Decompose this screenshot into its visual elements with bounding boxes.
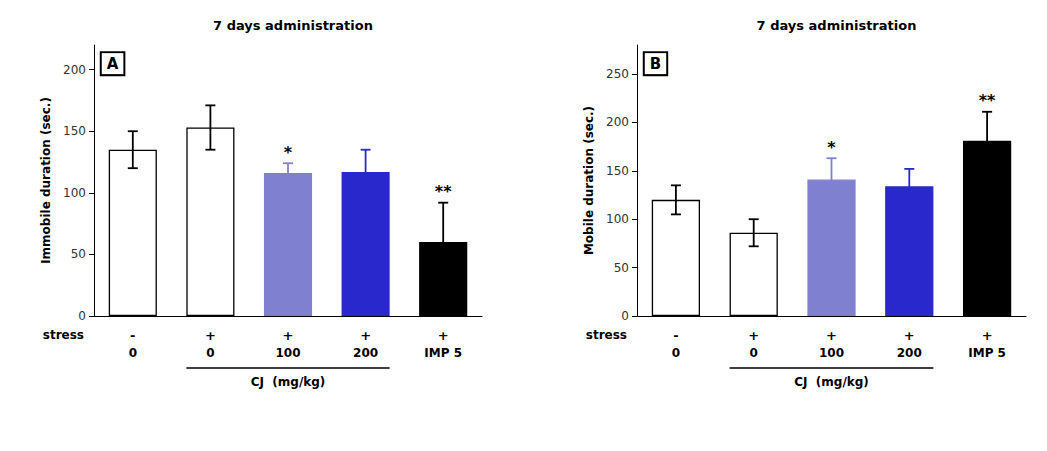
svg-text:IMP 5: IMP 5 — [968, 346, 1006, 360]
svg-text:200: 200 — [353, 346, 378, 360]
svg-text:50: 50 — [614, 261, 629, 275]
svg-text:200: 200 — [63, 63, 86, 77]
svg-text:0: 0 — [78, 309, 86, 323]
svg-text:150: 150 — [63, 124, 86, 138]
svg-text:+: + — [438, 328, 449, 343]
svg-text:**: ** — [435, 182, 452, 201]
svg-text:+: + — [904, 328, 915, 343]
svg-text:+: + — [826, 328, 837, 343]
svg-text:50: 50 — [71, 247, 86, 261]
svg-text:CJ (mg/kg): CJ (mg/kg) — [251, 375, 326, 389]
svg-text:-: - — [130, 328, 135, 343]
svg-text:+: + — [748, 328, 759, 343]
svg-text:Mobile duration (sec.): Mobile duration (sec.) — [582, 106, 596, 255]
svg-text:100: 100 — [606, 212, 629, 226]
svg-text:IMP 5: IMP 5 — [424, 346, 462, 360]
svg-text:B: B — [650, 55, 661, 73]
svg-text:+: + — [283, 328, 294, 343]
svg-text:CJ (mg/kg): CJ (mg/kg) — [794, 375, 869, 389]
svg-text:0: 0 — [129, 346, 137, 360]
svg-text:+: + — [205, 328, 216, 343]
svg-text:0: 0 — [750, 346, 758, 360]
svg-text:A: A — [107, 55, 119, 73]
svg-text:200: 200 — [606, 115, 629, 129]
svg-text:150: 150 — [606, 164, 629, 178]
svg-text:100: 100 — [275, 346, 300, 360]
svg-text:100: 100 — [63, 186, 86, 200]
svg-text:250: 250 — [606, 67, 629, 81]
svg-text:-: - — [673, 328, 678, 343]
svg-text:Immobile duration (sec.): Immobile duration (sec.) — [39, 97, 53, 264]
svg-text:100: 100 — [819, 346, 844, 360]
svg-text:stress: stress — [43, 328, 84, 342]
svg-text:+: + — [982, 328, 993, 343]
svg-text:7 days administration: 7 days administration — [213, 18, 373, 33]
svg-text:0: 0 — [672, 346, 680, 360]
svg-text:*: * — [284, 143, 293, 162]
svg-text:200: 200 — [897, 346, 922, 360]
svg-text:0: 0 — [621, 309, 629, 323]
svg-text:*: * — [827, 138, 836, 157]
svg-text:7 days administration: 7 days administration — [757, 18, 917, 33]
svg-text:0: 0 — [206, 346, 214, 360]
svg-text:stress: stress — [586, 328, 627, 342]
svg-text:**: ** — [979, 91, 996, 110]
svg-text:+: + — [360, 328, 371, 343]
